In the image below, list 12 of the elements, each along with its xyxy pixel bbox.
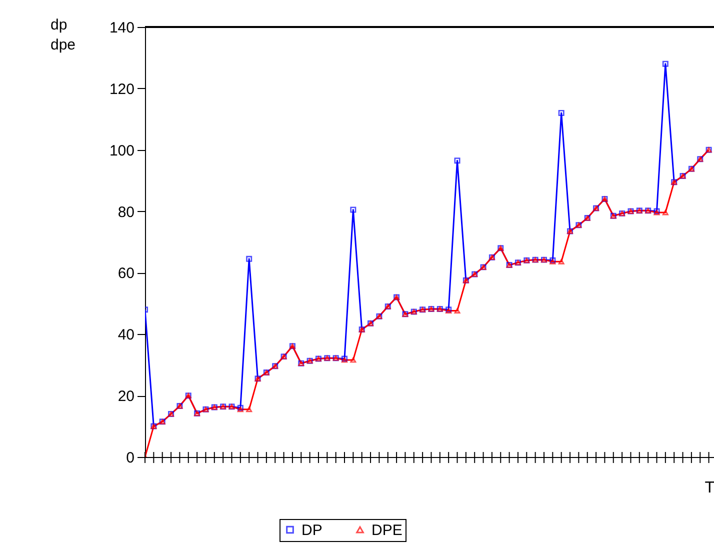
y-tick-label: 120	[109, 80, 134, 98]
legend-label: DPE	[372, 522, 402, 539]
y-tick-label: 80	[118, 204, 134, 221]
y-tick-label: 140	[109, 20, 134, 36]
y-tick-label: 60	[118, 265, 134, 282]
y-tick-label: 40	[118, 326, 134, 344]
y-tick-label: 0	[126, 450, 134, 466]
legend-label: DP	[302, 522, 322, 539]
y-tick-label: 100	[109, 142, 134, 160]
y-axis-title: dp dpe	[50, 16, 76, 54]
x-axis-title: T	[704, 480, 714, 496]
y-tick-label: 20	[118, 388, 134, 406]
